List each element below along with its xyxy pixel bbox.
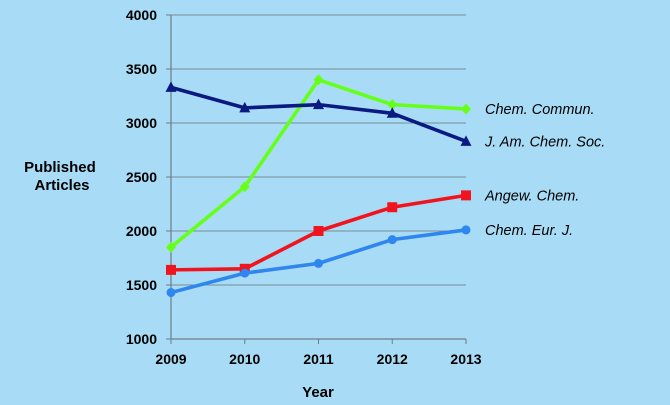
y-tick-label: 4000: [126, 7, 157, 23]
series-label: Chem. Commun.: [485, 102, 595, 118]
data-point-square: [461, 190, 471, 201]
data-point-triangle: [460, 135, 472, 146]
series-diamond: [166, 74, 471, 253]
axis-layer: 1000 1500 2000 2500 3000 3500 4000 2009 2010 2011…: [126, 7, 482, 367]
series-circle: [166, 225, 471, 298]
y-axis-title: Published Articles: [24, 159, 100, 194]
data-point-diamond: [387, 99, 398, 111]
series-label: Chem. Eur. J.: [485, 223, 573, 239]
y-tick-label: 3500: [126, 61, 157, 77]
x-axis-title: Year: [302, 384, 334, 401]
y-tick-label: 2000: [126, 223, 157, 239]
label-layer: Chem. Commun. J. Am. Chem. Soc. Angew. Che…: [484, 102, 605, 239]
data-point-circle: [387, 235, 397, 245]
data-point-triangle: [313, 98, 324, 110]
data-point-square: [313, 226, 324, 236]
series-label: J. Am. Chem. Soc.: [484, 134, 605, 150]
data-point-circle: [166, 288, 176, 298]
y-tick-label: 1000: [126, 331, 157, 347]
x-tick-label: 2009: [155, 351, 186, 367]
data-point-triangle: [386, 107, 398, 118]
series-line: [170, 85, 467, 144]
x-tick-label: 2013: [450, 351, 481, 367]
data-point-circle: [314, 258, 323, 268]
x-tick-label: 2011: [303, 351, 334, 367]
data-point-circle: [461, 225, 471, 235]
data-point-diamond: [239, 181, 250, 193]
data-point-diamond: [313, 74, 324, 86]
y-tick-label: 3000: [126, 115, 157, 131]
x-tick-label: 2012: [377, 351, 408, 367]
data-point-diamond: [166, 241, 176, 253]
series-triangle: [165, 81, 472, 146]
grid-layer: [171, 14, 466, 286]
data-point-square: [387, 202, 398, 213]
data-point-diamond: [461, 103, 471, 115]
data-point-square: [166, 264, 176, 275]
y-tick-label: 2500: [126, 169, 157, 185]
data-point-triangle: [239, 101, 251, 113]
y-axis-title-line-2: Articles: [34, 177, 89, 194]
series-layer: [165, 74, 472, 298]
x-tick-label: 2010: [229, 351, 260, 367]
data-point-triangle: [165, 81, 177, 92]
data-point-circle: [240, 268, 250, 278]
series-label: Angew. Chem.: [484, 188, 579, 204]
y-axis-title-line-1: Published: [24, 159, 96, 176]
y-tick-label: 1500: [126, 277, 157, 293]
